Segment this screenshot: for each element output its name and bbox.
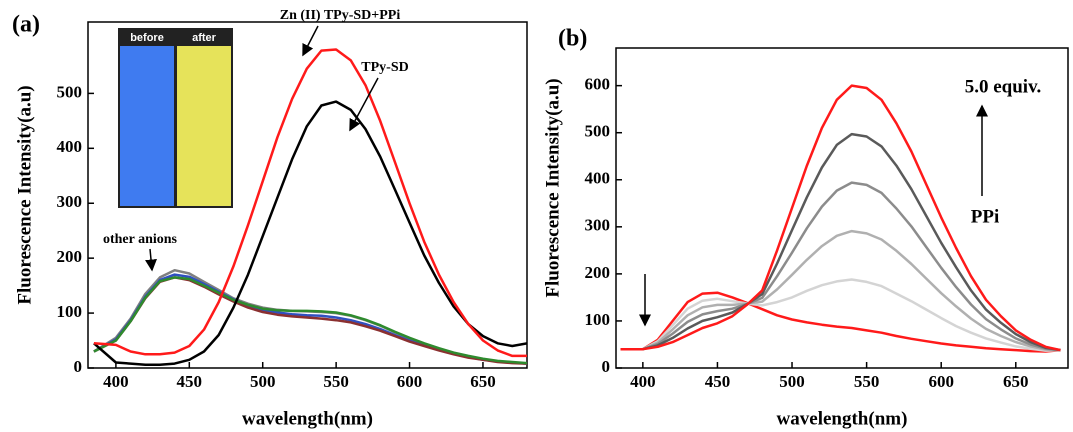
x-tick-label: 450 (177, 372, 203, 391)
panel-label: (b) (558, 26, 587, 52)
x-tick-label: 500 (250, 372, 276, 391)
y-axis-label: Fluorescence Intensity(a.u) (14, 85, 35, 304)
x-axis-label: wavelength(nm) (242, 408, 373, 429)
annotation: other anions (103, 232, 178, 247)
y-tick-label: 300 (57, 192, 83, 211)
arrow (145, 248, 157, 272)
x-tick-label: 550 (854, 372, 880, 391)
data-line (620, 84, 1061, 352)
x-axis-label: wavelength(nm) (777, 408, 908, 429)
x-tick-label: 450 (705, 372, 731, 391)
y-tick-label: 200 (585, 263, 611, 282)
annotation: PPi (971, 206, 1000, 227)
data-line (93, 100, 527, 366)
plot-frame (615, 47, 1069, 369)
x-tick-label: 400 (630, 372, 656, 391)
arrow (349, 77, 379, 132)
data-line (620, 229, 1061, 352)
x-tick-label: 650 (1003, 372, 1029, 391)
x-tick-label: 550 (323, 372, 349, 391)
panel-label: (a) (12, 12, 40, 38)
annotation: Zn (II) TPy-SD+PPi (280, 8, 401, 23)
y-tick-label: 600 (585, 75, 611, 94)
data-line (620, 291, 1061, 353)
inset-vial-after (177, 46, 231, 206)
data-line (93, 276, 527, 365)
y-tick-label: 400 (585, 169, 611, 188)
plot-frame (87, 21, 528, 369)
arrow (302, 25, 319, 57)
data-line (620, 132, 1061, 352)
inset-label: before (130, 32, 164, 44)
data-line (93, 48, 527, 358)
x-tick-label: 650 (470, 372, 496, 391)
x-tick-label: 600 (397, 372, 423, 391)
y-tick-label: 500 (585, 122, 611, 141)
y-tick-label: 0 (602, 357, 611, 376)
y-tick-label: 300 (585, 216, 611, 235)
x-tick-label: 600 (928, 372, 954, 391)
x-tick-label: 400 (103, 372, 129, 391)
data-line (93, 273, 527, 365)
y-tick-label: 200 (57, 247, 83, 266)
y-tick-label: 500 (57, 82, 83, 101)
inset-vial-before (120, 46, 174, 206)
y-tick-label: 400 (57, 137, 83, 156)
data-line (620, 181, 1061, 352)
x-tick-label: 500 (779, 372, 805, 391)
annotation: 5.0 equiv. (965, 76, 1042, 97)
annotation: TPy-SD (361, 60, 408, 75)
y-tick-label: 100 (57, 302, 83, 321)
y-axis-label: Fluorescence Intensity(a.u) (542, 78, 563, 297)
y-tick-label: 100 (585, 310, 611, 329)
y-tick-label: 0 (74, 357, 83, 376)
inset-label: after (192, 32, 217, 44)
data-line (620, 278, 1061, 352)
data-line (93, 276, 527, 365)
